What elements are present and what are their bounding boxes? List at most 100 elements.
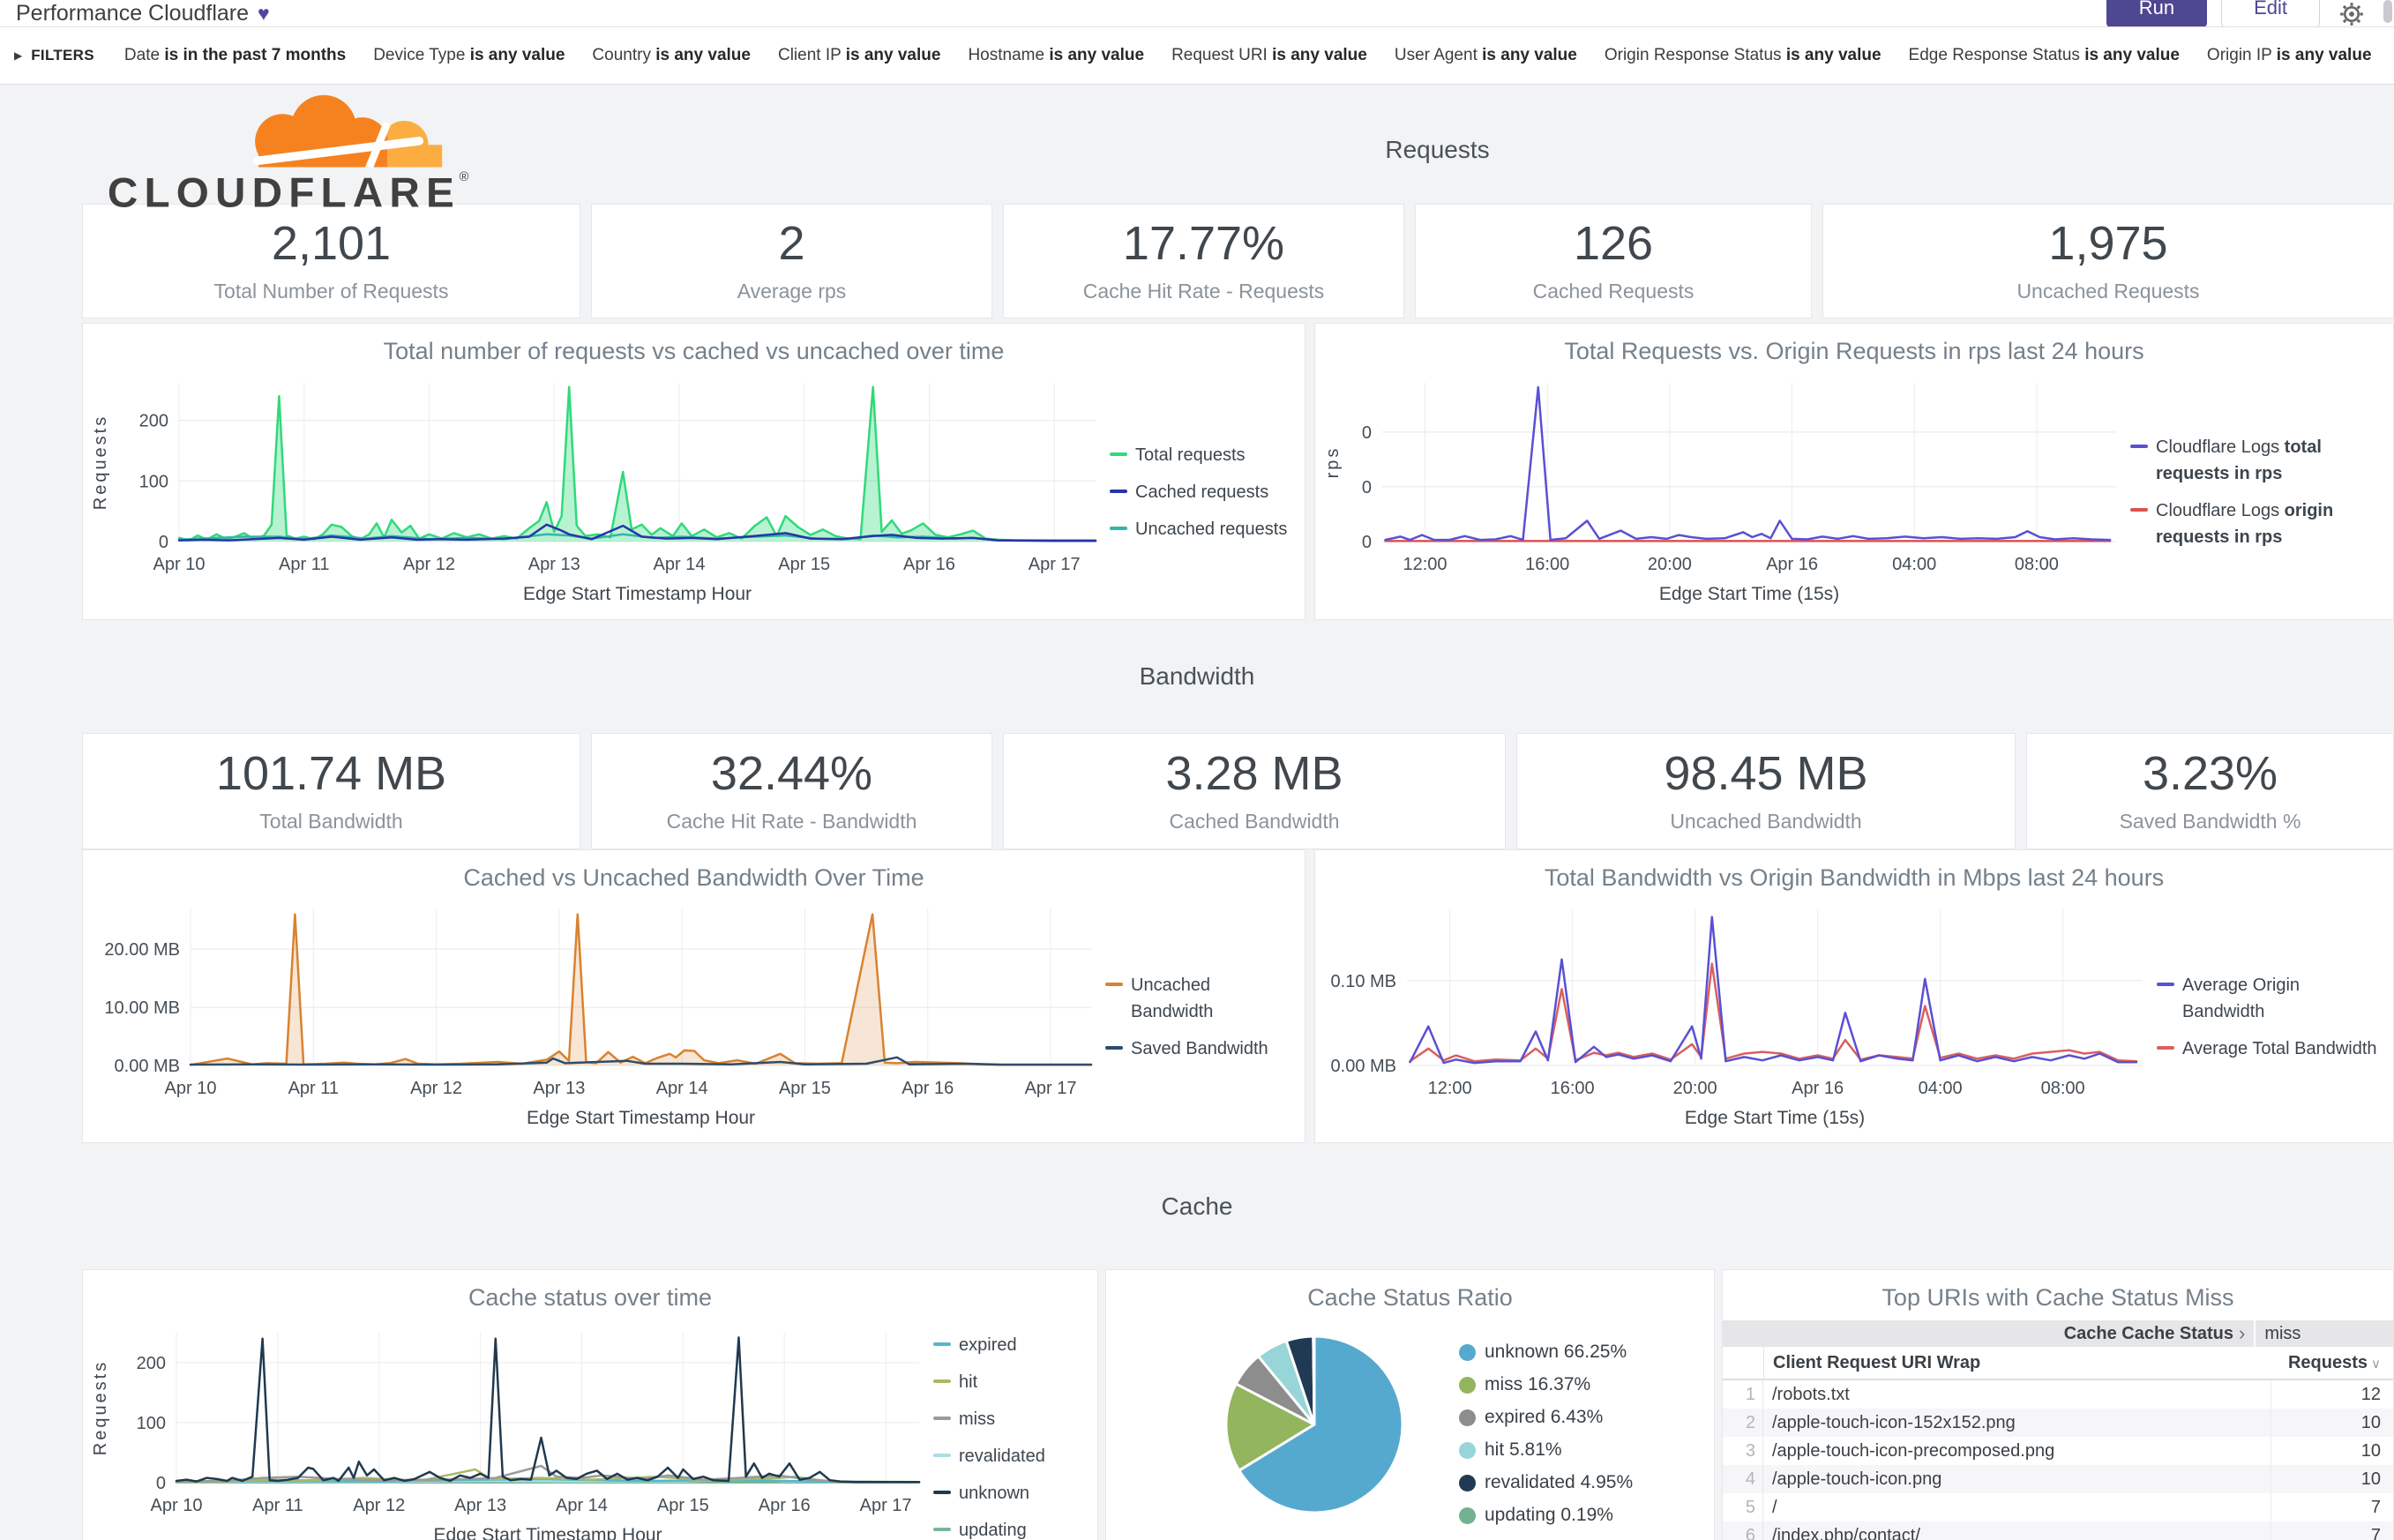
kpi-value: 1,975 — [2048, 216, 2168, 270]
legend-item[interactable]: Average Total Bandwidth — [2157, 1035, 2386, 1062]
kpi-tile[interactable]: 2 Average rps — [591, 204, 992, 318]
table-row[interactable]: 1/robots.txt 12 — [1723, 1380, 2393, 1409]
filter-item[interactable]: Origin IP is any value — [2206, 46, 2372, 64]
legend-item[interactable]: revalidated — [933, 1443, 1088, 1469]
legend-item[interactable]: updating — [933, 1517, 1088, 1540]
pie-legend-item[interactable]: updating 0.19% — [1459, 1505, 1633, 1526]
legend-item[interactable]: Uncached requests — [1110, 516, 1295, 542]
pivot-value: miss — [2254, 1320, 2393, 1347]
filters-expand-icon[interactable]: ▶ — [14, 49, 23, 62]
pie-legend-item[interactable]: revalidated 4.95% — [1459, 1472, 1633, 1493]
legend-item[interactable]: Cloudflare Logs origin requests in rps — [2130, 497, 2382, 550]
filter-item[interactable]: Date is in the past 7 months — [123, 46, 347, 64]
svg-text:0: 0 — [1362, 423, 1372, 443]
svg-text:20.00 MB: 20.00 MB — [104, 940, 180, 960]
legend-item[interactable]: Total requests — [1110, 442, 1295, 468]
kpi-label: Cached Requests — [1532, 279, 1695, 303]
table-row[interactable]: 5 / 7 — [1723, 1493, 2393, 1521]
section-heading-requests: Requests — [1385, 136, 1490, 163]
kpi-tile[interactable]: 3.28 MB Cached Bandwidth — [1003, 733, 1506, 849]
column-header-uri[interactable]: Client Request URI Wrap — [1773, 1352, 1981, 1372]
legend-item[interactable]: expired — [933, 1332, 1088, 1358]
kpi-tile[interactable]: 32.44% Cache Hit Rate - Bandwidth — [591, 733, 992, 849]
bandwidth-mbps-card: Total Bandwidth vs Origin Bandwidth in M… — [1314, 849, 2394, 1143]
pie-legend-item[interactable]: miss 16.37% — [1459, 1374, 1633, 1395]
kpi-label: Cache Hit Rate - Requests — [1082, 279, 1325, 303]
svg-text:Apr 17: Apr 17 — [860, 1496, 912, 1515]
legend-item[interactable]: Uncached Bandwidth — [1105, 972, 1295, 1025]
legend-item[interactable]: Saved Bandwidth — [1105, 1035, 1295, 1062]
table-row[interactable]: 3/apple-touch-icon-precomposed.png 10 — [1723, 1437, 2393, 1465]
legend-dot — [1459, 1474, 1476, 1491]
scrollbar-thumb[interactable] — [2383, 0, 2392, 23]
chart-legend: expired hit miss revalidated unknown updating — [933, 1332, 1088, 1540]
legend-swatch — [933, 1417, 951, 1420]
row-uri: /robots.txt — [1772, 1384, 1850, 1404]
kpi-tile[interactable]: 98.45 MB Uncached Bandwidth — [1516, 733, 2016, 849]
kpi-label: Saved Bandwidth % — [2119, 809, 2301, 833]
run-button[interactable]: Run — [2106, 0, 2208, 26]
row-number: 2 — [1723, 1409, 1763, 1437]
filter-item[interactable]: Request URI is any value — [1171, 46, 1367, 64]
table-row[interactable]: 2/apple-touch-icon-152x152.png 10 — [1723, 1409, 2393, 1437]
filter-item[interactable]: Device Type is any value — [373, 46, 565, 64]
legend-swatch — [933, 1491, 951, 1494]
legend-swatch — [1110, 527, 1127, 530]
cache-status-ratio-pie[interactable]: unknown 66.25% miss 16.37% expired 6.43% hi… — [1106, 1312, 1714, 1540]
cache-status-time-chart[interactable]: Apr 10 Apr 11 Apr 12 Apr 13 Apr 14 Apr 15 Apr … — [83, 1312, 1097, 1540]
kpi-tile[interactable]: 17.77% Cache Hit Rate - Requests — [1003, 204, 1404, 318]
kpi-tile[interactable]: 3.23% Saved Bandwidth % — [2026, 733, 2394, 849]
filter-item[interactable]: User Agent is any value — [1394, 46, 1577, 64]
svg-text:Requests: Requests — [91, 415, 110, 511]
column-header-requests[interactable]: Requests ∨ — [2287, 1352, 2381, 1372]
filter-item[interactable]: Origin Response Status is any value — [1604, 46, 1882, 64]
filter-list: Date is in the past 7 months Device Type … — [124, 46, 2394, 65]
bandwidth-over-time-chart[interactable]: Apr 10 Apr 11 Apr 12 Apr 13 Apr 14 Apr 15 Apr … — [83, 892, 1305, 1142]
heart-icon: ♥ — [258, 1, 270, 25]
pie-legend-item[interactable]: hit 5.81% — [1459, 1439, 1633, 1461]
legend-dot — [1459, 1441, 1476, 1459]
filter-item[interactable]: Country is any value — [592, 46, 751, 64]
legend-item[interactable]: Average Origin Bandwidth — [2157, 972, 2386, 1025]
kpi-tile[interactable]: 2,101 Total Number of Requests — [82, 204, 580, 318]
edit-button[interactable]: Edit — [2221, 0, 2320, 26]
row-requests: 10 — [2271, 1437, 2393, 1465]
kpi-tile[interactable]: 101.74 MB Total Bandwidth — [82, 733, 580, 849]
svg-text:Apr 17: Apr 17 — [1029, 555, 1081, 574]
pie-legend-item[interactable]: unknown 66.25% — [1459, 1342, 1633, 1363]
svg-text:Apr 15: Apr 15 — [778, 555, 830, 574]
table-row[interactable]: 4/apple-touch-icon.png 10 — [1723, 1465, 2393, 1493]
kpi-tile[interactable]: 1,975 Uncached Requests — [1822, 204, 2394, 318]
chart-title: Cache Status Ratio — [1307, 1284, 1513, 1311]
top-bar: Performance Cloudflare ♥ Run Edit — [0, 0, 2394, 27]
legend-item[interactable]: Cloudflare Logs total requests in rps — [2130, 434, 2382, 487]
gear-icon[interactable] — [2339, 2, 2364, 26]
kpi-tile[interactable]: 126 Cached Requests — [1415, 204, 1812, 318]
legend-item[interactable]: unknown — [933, 1480, 1088, 1506]
filter-item[interactable]: Hostname is any value — [968, 46, 1145, 64]
kpi-value: 2,101 — [271, 216, 392, 270]
legend-item[interactable]: miss — [933, 1406, 1088, 1432]
legend-item[interactable]: Cached requests — [1110, 479, 1295, 505]
pivot-header[interactable]: Cache Cache Status › miss — [1723, 1320, 2393, 1347]
filter-item[interactable]: Edge Response Status is any value — [1908, 46, 2180, 64]
filter-item[interactable]: Client IP is any value — [777, 46, 941, 64]
svg-text:0: 0 — [1362, 533, 1372, 552]
requests-over-time-chart[interactable]: Apr 10 Apr 11 Apr 12 Apr 13 Apr 14 Apr 15 Apr … — [83, 365, 1305, 619]
pie-legend-item[interactable]: expired 6.43% — [1459, 1407, 1633, 1428]
legend-item[interactable]: hit — [933, 1369, 1088, 1395]
kpi-label: Total Bandwidth — [259, 809, 403, 833]
chart-title: Total Requests vs. Origin Requests in rp… — [1564, 338, 2144, 364]
svg-text:Apr 16: Apr 16 — [901, 1079, 954, 1098]
svg-text:0.00 MB: 0.00 MB — [1331, 1057, 1396, 1076]
requests-rps-chart[interactable]: 12:00 16:00 20:00 Apr 16 04:00 08:00 0 0 0 Edge S… — [1315, 365, 2393, 619]
cache-status-ratio-card: Cache Status Ratio unknown 66.25% miss 16… — [1105, 1269, 1715, 1540]
table-row[interactable]: 6/index.php/contact/7 — [1723, 1521, 2393, 1540]
chart-legend: Cloudflare Logs total requests in rps Clo… — [2130, 434, 2382, 550]
svg-text:0.00 MB: 0.00 MB — [115, 1057, 180, 1076]
svg-text:0.10 MB: 0.10 MB — [1331, 972, 1396, 991]
chart-legend: Average Origin Bandwidth Average Total Ba… — [2157, 972, 2386, 1062]
bandwidth-mbps-chart[interactable]: 12:00 16:00 20:00 Apr 16 04:00 08:00 0.00 MB 0.… — [1315, 892, 2393, 1142]
svg-text:Apr 10: Apr 10 — [151, 1496, 203, 1515]
svg-text:Apr 10: Apr 10 — [165, 1079, 217, 1098]
